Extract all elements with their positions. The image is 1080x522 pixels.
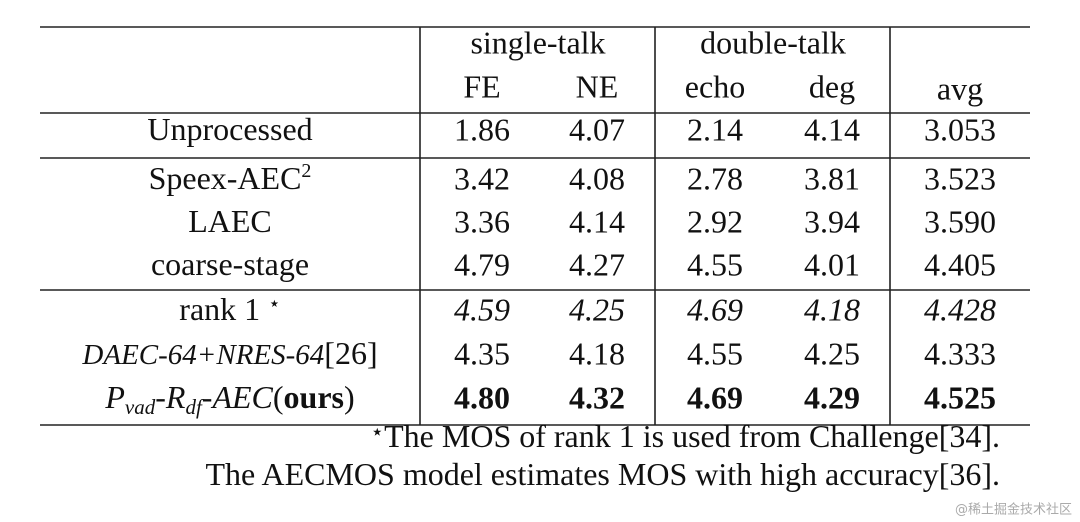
column-header: NE (576, 68, 619, 104)
cell: 4.18 (804, 291, 860, 327)
column-header: deg (809, 68, 855, 104)
row-label: DAEC-64+NRES-64[26] (81, 335, 377, 371)
cell: 3.36 (454, 203, 510, 239)
row-label: Pvad-Rdf-AEC(ours) (104, 379, 354, 418)
cell: 4.25 (804, 335, 860, 371)
row-label: Speex-AEC2 (149, 160, 312, 197)
cell: 4.80 (454, 379, 510, 415)
cell: 4.32 (569, 379, 625, 415)
cell: 2.92 (687, 203, 743, 239)
cell: 4.01 (804, 246, 860, 282)
cell: 4.525 (924, 379, 996, 415)
row-label: coarse-stage (151, 246, 309, 282)
footnote: ⋆The MOS of rank 1 is used from Challeng… (370, 418, 1000, 454)
cell: 1.86 (454, 111, 510, 147)
cell: 3.94 (804, 203, 860, 239)
cell: 4.79 (454, 246, 510, 282)
row-label: LAEC (188, 203, 272, 239)
cell: 4.69 (687, 291, 743, 327)
cell: 4.08 (569, 160, 625, 196)
row-label: Unprocessed (147, 111, 312, 147)
cell: 3.81 (804, 160, 860, 196)
cell: 2.78 (687, 160, 743, 196)
cell: 4.428 (924, 291, 996, 327)
cell: 2.14 (687, 111, 743, 147)
row-label: rank 1 ⋆ (179, 291, 280, 327)
cell: 4.29 (804, 379, 860, 415)
watermark: @稀土掘金技术社区 (955, 502, 1072, 518)
cell: 4.69 (687, 379, 743, 415)
cell: 3.523 (924, 160, 996, 196)
cell: 4.405 (924, 246, 996, 282)
cell: 4.55 (687, 335, 743, 371)
cell: 4.333 (924, 335, 996, 371)
column-header: avg (937, 70, 983, 106)
cell: 4.35 (454, 335, 510, 371)
cell: 3.053 (924, 111, 996, 147)
cell: 3.42 (454, 160, 510, 196)
group-header: single-talk (470, 24, 605, 60)
column-header: FE (463, 68, 500, 104)
cell: 3.590 (924, 203, 996, 239)
column-header: echo (685, 68, 745, 104)
cell: 4.07 (569, 111, 625, 147)
cell: 4.18 (569, 335, 625, 371)
cell: 4.55 (687, 246, 743, 282)
cell: 4.14 (804, 111, 860, 147)
group-header: double-talk (700, 24, 846, 60)
footnote: The AECMOS model estimates MOS with high… (205, 456, 1000, 492)
cell: 4.27 (569, 246, 625, 282)
cell: 4.14 (569, 203, 625, 239)
cell: 4.25 (569, 291, 625, 327)
cell: 4.59 (454, 291, 510, 327)
